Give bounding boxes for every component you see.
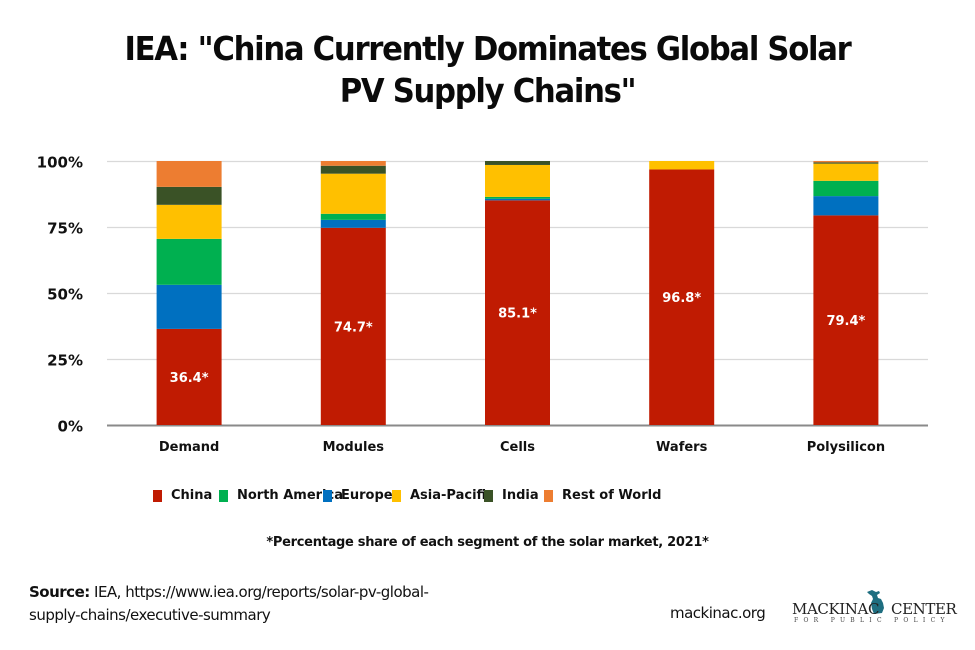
legend-item-india: India — [484, 488, 539, 503]
legend-label: India — [502, 488, 539, 503]
source-text-line-1: IEA, https://www.iea.org/reports/solar-p… — [89, 583, 429, 601]
source-text-line-2: supply-chains/executive-summary — [29, 606, 271, 624]
bar-segment-asia-pacific — [485, 164, 550, 197]
stacked-bar-chart: 0% 25% 50% 75% 100% 36.4* 74.7* 85.1* 96.8* 79.4… — [37, 154, 928, 455]
site-url: mackinac.org — [670, 604, 766, 622]
x-axis-categories: Demand Modules Cells Wafers Polysilicon — [159, 440, 885, 455]
data-labels: 36.4* 74.7* 85.1* 96.8* 79.4* — [170, 291, 866, 386]
bar-segment-north-america — [813, 180, 879, 197]
bar-segment-india — [485, 161, 550, 165]
logo-tagline: FOR PUBLIC POLICY — [794, 617, 950, 624]
logo-text-right: CENTER — [891, 600, 957, 618]
bar-segment-europe — [813, 196, 879, 216]
category-label: Modules — [323, 440, 385, 455]
legend-swatch — [484, 489, 493, 502]
data-label: 74.7* — [334, 320, 373, 335]
chart-title-line-2: PV Supply Chains" — [339, 71, 637, 110]
bar-segment-india — [813, 162, 879, 164]
legend-item-rest-of-world: Rest of World — [544, 488, 661, 503]
bar-segment-asia-pacific — [320, 173, 386, 214]
bar-segment-rest-of-world — [813, 161, 879, 163]
category-label: Cells — [500, 440, 535, 455]
category-label: Wafers — [656, 440, 708, 455]
logo-text-left: MACKINAC — [792, 600, 880, 618]
bar-segment-rest-of-world — [156, 161, 222, 187]
y-tick-label: 75% — [47, 220, 83, 238]
data-label: 85.1* — [498, 307, 537, 322]
category-label: Demand — [159, 440, 220, 455]
bar-segment-asia-pacific — [813, 163, 879, 181]
bar-segment-asia-pacific — [156, 204, 222, 239]
bar-segment-china — [649, 169, 715, 425]
bars — [156, 161, 879, 425]
y-tick-label: 0% — [58, 418, 83, 436]
footnote: *Percentage share of each segment of the… — [266, 535, 709, 550]
bar-segment-china — [485, 200, 550, 425]
legend-swatch — [219, 489, 228, 502]
legend-swatch — [544, 489, 553, 502]
bar-segment-europe — [320, 219, 386, 228]
bar-segment-china — [320, 227, 386, 425]
legend-swatch — [392, 489, 401, 502]
source-credit: Source: IEA, https://www.iea.org/reports… — [29, 581, 549, 627]
legend-swatch — [153, 489, 162, 502]
chart-legend: China North America Europe Asia-Pacific Indi… — [0, 488, 975, 508]
bar-segment-china — [813, 215, 879, 425]
legend-item-asia-pacific: Asia-Pacific — [392, 488, 494, 503]
legend-label: Rest of World — [562, 488, 662, 503]
chart-title: IEA: "China Currently Dominates Global S… — [34, 28, 941, 112]
legend-label: North America — [237, 488, 343, 503]
legend-swatch — [323, 489, 332, 502]
bar-segment-north-america — [320, 213, 386, 220]
bar-segment-rest-of-world — [320, 161, 386, 166]
y-tick-label: 100% — [37, 154, 83, 172]
bar-segment-north-america — [485, 196, 550, 199]
chart-title-line-1: IEA: "China Currently Dominates Global S… — [124, 29, 852, 68]
legend-label: China — [171, 488, 213, 503]
y-tick-label: 50% — [47, 286, 83, 304]
logo-wordmark: MACKINAC CENTER — [792, 600, 957, 618]
legend-item-north-america: North America — [219, 488, 343, 503]
bar-segment-india — [156, 186, 222, 205]
legend-label: Europe — [341, 488, 393, 503]
legend-item-china: China — [153, 488, 212, 503]
legend-item-europe: Europe — [323, 488, 393, 503]
bar-segment-europe — [485, 198, 550, 201]
data-label: 96.8* — [662, 291, 701, 306]
data-label: 79.4* — [826, 314, 865, 329]
bar-segment-india — [320, 165, 386, 174]
source-label: Source: — [29, 583, 90, 601]
legend-label: Asia-Pacific — [410, 488, 494, 503]
bar-segment-north-america — [156, 238, 222, 285]
y-tick-label: 25% — [47, 352, 83, 370]
category-label: Polysilicon — [807, 440, 885, 455]
y-axis-ticks: 0% 25% 50% 75% 100% — [37, 154, 83, 436]
bar-segment-europe — [156, 284, 222, 329]
bar-segment-china — [156, 328, 222, 425]
michigan-icon — [867, 590, 884, 614]
bar-segment-asia-pacific — [649, 161, 715, 170]
mackinac-center-logo: MACKINAC CENTER FOR PUBLIC POLICY — [792, 588, 957, 628]
data-label: 36.4* — [170, 371, 209, 386]
